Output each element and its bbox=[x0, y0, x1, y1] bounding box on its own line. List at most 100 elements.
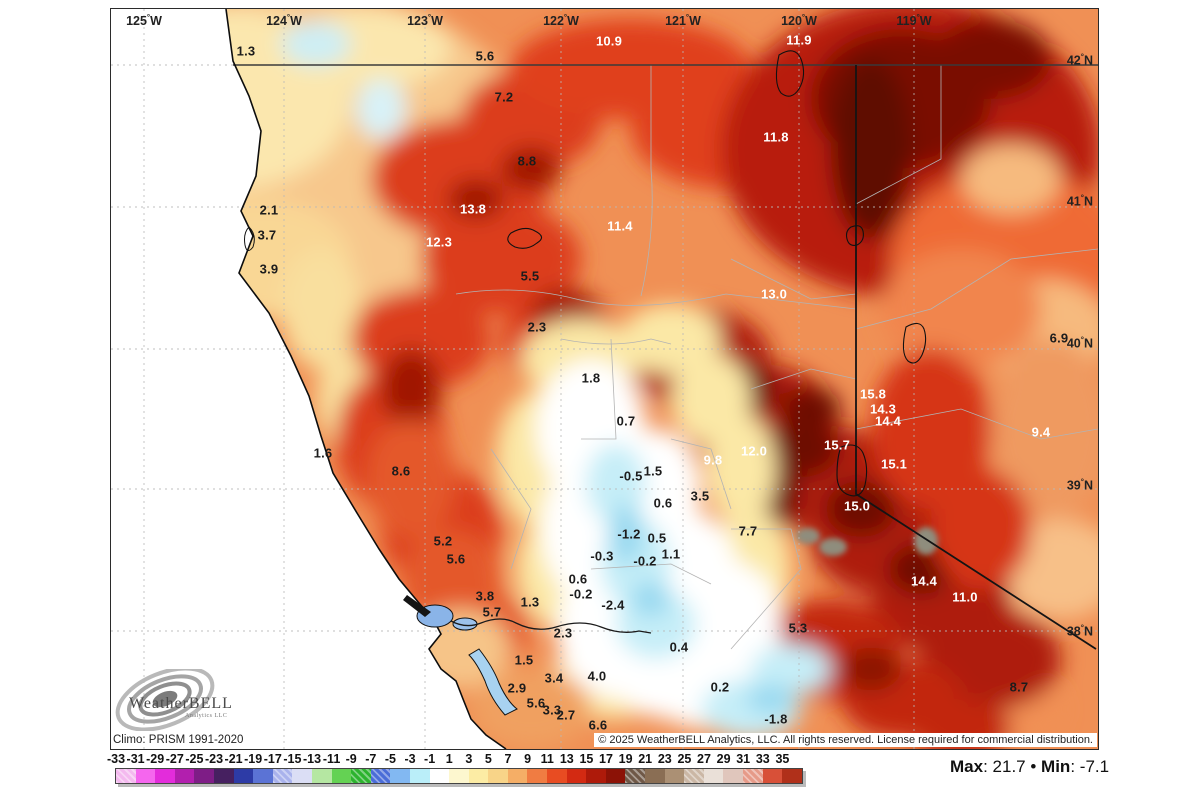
scale-cell bbox=[527, 769, 548, 783]
temperature-field bbox=[111, 9, 1098, 749]
scale-tick: -19 bbox=[244, 752, 263, 766]
map-value-label: 3.7 bbox=[257, 227, 277, 243]
map-value-label: 15.8 bbox=[859, 386, 887, 402]
lake-outlines bbox=[507, 50, 927, 497]
scale-tick: -1 bbox=[424, 752, 436, 766]
scale-cell bbox=[351, 769, 371, 783]
map-value-label: 15.0 bbox=[843, 498, 871, 514]
scale-tick: -3 bbox=[404, 752, 416, 766]
max-value: 21.7 bbox=[992, 757, 1026, 776]
scale-tick: -13 bbox=[302, 752, 322, 766]
scale-tick: -15 bbox=[283, 752, 302, 766]
scale-tick: 29 bbox=[716, 752, 731, 766]
scale-cell bbox=[213, 769, 234, 783]
scale-cell bbox=[684, 769, 704, 783]
climo-note: Climo: PRISM 1991-2020 bbox=[111, 733, 250, 747]
map-value-label: 1.6 bbox=[313, 445, 333, 461]
map-value-label: -2.4 bbox=[601, 597, 625, 613]
scale-cell bbox=[762, 769, 783, 783]
sf-bay bbox=[403, 595, 652, 716]
scale-cell bbox=[331, 769, 352, 783]
map-value-label: 13.8 bbox=[459, 201, 487, 217]
map-value-label: 2.7 bbox=[556, 707, 576, 723]
map-value-label: 9.8 bbox=[703, 452, 723, 468]
latitude-gridlines bbox=[111, 64, 1098, 632]
scale-cell bbox=[272, 769, 293, 783]
map-value-label: 5.6 bbox=[475, 48, 495, 64]
pyramid-lake bbox=[902, 322, 927, 364]
map-value-label: -1.2 bbox=[617, 526, 641, 542]
map-value-label: 2.3 bbox=[553, 625, 573, 641]
color-scale-bar bbox=[115, 768, 803, 784]
lon-label: 121°W bbox=[665, 13, 701, 29]
weatherbell-logo: WeatherBELL Analytics LLC bbox=[107, 669, 277, 731]
map-value-label: 14.3 bbox=[869, 401, 897, 417]
scale-cell bbox=[586, 769, 606, 783]
map-value-label: 15.7 bbox=[823, 437, 851, 453]
delta-channels bbox=[450, 618, 652, 634]
map-value-label: 8.6 bbox=[391, 463, 411, 479]
map-value-label: 0.5 bbox=[647, 530, 667, 546]
scale-tick: -21 bbox=[224, 752, 243, 766]
max-min-stats: Max: 21.7 • Min: -7.1 bbox=[950, 757, 1109, 777]
scale-tick: 7 bbox=[504, 752, 512, 766]
lat-label: 39°N bbox=[1066, 477, 1093, 493]
map-value-label: 0.6 bbox=[568, 571, 588, 587]
coastline bbox=[225, 9, 507, 749]
map-value-label: 13.0 bbox=[760, 286, 788, 302]
scale-tick: 21 bbox=[638, 752, 653, 766]
map-value-label: 12.3 bbox=[425, 234, 453, 250]
map-value-label: 10.9 bbox=[595, 33, 623, 49]
map-value-label: 3.5 bbox=[690, 488, 710, 504]
scale-cell bbox=[194, 769, 214, 783]
lon-label: 123°W bbox=[407, 13, 443, 29]
map-value-label: 8.8 bbox=[517, 153, 537, 169]
map-value-label: 11.4 bbox=[607, 218, 633, 234]
scale-tick: 17 bbox=[599, 752, 613, 766]
map-value-label: 14.4 bbox=[874, 413, 902, 429]
scale-tick: 33 bbox=[755, 752, 770, 766]
scale-tick: 13 bbox=[559, 752, 574, 766]
map-value-label: 3.4 bbox=[544, 670, 564, 686]
scale-cell bbox=[664, 769, 685, 783]
lon-label: 124°W bbox=[266, 13, 302, 29]
map-value-label: 0.7 bbox=[616, 413, 636, 429]
lat-label: 41°N bbox=[1066, 193, 1093, 209]
map-value-label: -0.5 bbox=[619, 468, 643, 484]
humboldt-bay-outline bbox=[244, 226, 255, 251]
scale-cell bbox=[703, 769, 724, 783]
scale-cell bbox=[135, 769, 156, 783]
clear-lake bbox=[507, 227, 543, 249]
scale-cell bbox=[116, 769, 136, 783]
map-value-label: 2.3 bbox=[527, 319, 547, 335]
scale-cell bbox=[743, 769, 763, 783]
scale-tick: 19 bbox=[618, 752, 633, 766]
scale-tick: -7 bbox=[365, 752, 377, 766]
state-border-ca-nv bbox=[855, 65, 1097, 650]
map-value-label: 5.7 bbox=[482, 604, 502, 620]
lon-label: 120°W bbox=[781, 13, 817, 29]
scale-tick: 9 bbox=[524, 752, 532, 766]
map-value-label: 8.7 bbox=[1009, 679, 1029, 695]
map-value-label: 0.2 bbox=[710, 679, 730, 695]
map-value-label: -1.8 bbox=[764, 711, 788, 727]
map-value-label: 5.6 bbox=[446, 551, 466, 567]
scale-cell bbox=[233, 769, 254, 783]
map-value-label: 1.3 bbox=[236, 43, 256, 59]
scale-cell bbox=[547, 769, 567, 783]
weather-map: 125°W 124°W 123°W 122°W 121°W 120°W 119°W 42°N… bbox=[110, 8, 1099, 750]
scale-cell bbox=[449, 769, 469, 783]
scale-tick: 31 bbox=[736, 752, 751, 766]
eagle-lake bbox=[845, 225, 864, 246]
scale-cell bbox=[723, 769, 743, 783]
scale-cell bbox=[566, 769, 587, 783]
map-value-label: 6.9 bbox=[1049, 330, 1069, 346]
scale-tick: -9 bbox=[345, 752, 357, 766]
map-value-label: 5.2 bbox=[433, 533, 453, 549]
scale-tick: 23 bbox=[657, 752, 672, 766]
map-value-label: 15.1 bbox=[880, 456, 908, 472]
min-label: Min bbox=[1041, 757, 1071, 776]
scale-tick: -31 bbox=[126, 752, 145, 766]
scale-tick: -33 bbox=[106, 752, 126, 766]
map-value-label: 1.5 bbox=[514, 652, 534, 668]
